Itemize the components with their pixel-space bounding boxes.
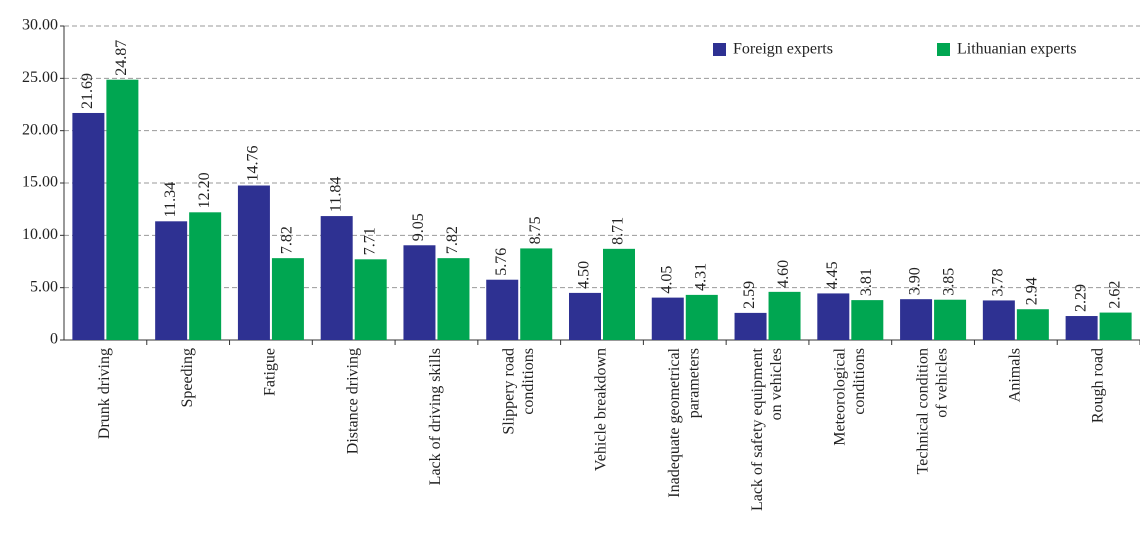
- bar: [603, 248, 635, 340]
- data-label: 8.75: [527, 216, 544, 244]
- bar: [271, 258, 304, 340]
- bar: [354, 259, 387, 340]
- x-tick-label: Lack of driving skills: [427, 348, 444, 485]
- x-tick-label: Vehicle breakdown: [593, 348, 610, 471]
- data-label: 8.71: [610, 217, 627, 245]
- bar: [520, 248, 553, 340]
- x-tick-label: Fatigue: [262, 348, 279, 396]
- legend-label: Lithuanian experts: [957, 41, 1077, 58]
- data-label: 4.31: [692, 263, 709, 291]
- bar: [72, 112, 105, 340]
- bar: [982, 300, 1015, 340]
- x-tick-label: Slippery road conditions: [500, 348, 536, 435]
- data-label: 21.69: [79, 73, 96, 109]
- data-label: 14.76: [245, 146, 262, 182]
- y-tick-label: 30.00: [22, 17, 58, 34]
- data-label: 2.94: [1024, 277, 1041, 305]
- x-tick-label: Animals: [1007, 348, 1024, 402]
- data-label: 2.62: [1106, 281, 1123, 309]
- bar: [189, 212, 222, 340]
- bar: [155, 221, 188, 340]
- data-label: 9.05: [410, 213, 427, 241]
- x-tick-label: Lack of safety equipment on vehicles: [749, 347, 785, 511]
- bar: [237, 185, 270, 340]
- legend-label: Foreign experts: [733, 41, 833, 58]
- bar: [320, 216, 353, 340]
- y-tick-label: 0: [50, 331, 58, 348]
- x-tick-label: Distance driving: [344, 348, 361, 454]
- bar: [768, 291, 801, 340]
- data-label: 5.76: [493, 248, 510, 276]
- data-label: 4.05: [658, 266, 675, 294]
- data-label: 4.50: [576, 261, 593, 289]
- bar: [1065, 316, 1098, 340]
- data-label: 3.78: [990, 268, 1007, 296]
- data-label: 7.71: [361, 227, 378, 255]
- bar: [1099, 312, 1132, 340]
- x-tick-label: Drunk driving: [96, 348, 113, 439]
- bar: [486, 279, 519, 340]
- bar: [437, 258, 470, 340]
- bar: [900, 299, 933, 340]
- bar: [403, 245, 436, 340]
- bar: [106, 79, 139, 340]
- data-label: 4.45: [824, 261, 841, 289]
- data-label: 2.59: [741, 281, 758, 309]
- bar: [934, 299, 967, 340]
- y-tick-label: 10.00: [22, 226, 58, 243]
- y-tick-label: 20.00: [22, 121, 58, 138]
- y-tick-label: 15.00: [22, 174, 58, 191]
- data-label: 11.84: [327, 177, 344, 212]
- data-label: 3.85: [941, 268, 958, 296]
- data-label: 7.82: [444, 226, 461, 254]
- y-tick-label: 25.00: [22, 69, 58, 86]
- data-label: 7.82: [279, 226, 296, 254]
- x-tick-label: Inadequate geometrical parameters: [666, 347, 702, 497]
- bar: [817, 293, 850, 340]
- x-tick-label: Meteorological conditions: [831, 347, 867, 445]
- bar: [651, 297, 684, 340]
- x-tick-label: Speeding: [179, 348, 196, 408]
- bar: [851, 300, 884, 340]
- data-label: 24.87: [113, 40, 130, 76]
- data-label: 2.29: [1072, 284, 1089, 312]
- bar: [1016, 309, 1049, 340]
- x-tick-label: Technical condition of vehicles: [914, 348, 950, 474]
- data-label: 11.34: [162, 182, 179, 217]
- data-label: 4.60: [775, 260, 792, 288]
- legend-swatch: [713, 43, 726, 56]
- data-label: 3.81: [858, 268, 875, 296]
- data-label: 12.20: [196, 172, 213, 208]
- x-tick-label: Rough road: [1089, 348, 1106, 423]
- legend-swatch: [937, 43, 950, 56]
- bar: [734, 312, 767, 340]
- bar: [685, 294, 718, 340]
- y-tick-label: 5.00: [30, 278, 58, 295]
- data-label: 3.90: [907, 267, 924, 295]
- bar: [569, 292, 601, 340]
